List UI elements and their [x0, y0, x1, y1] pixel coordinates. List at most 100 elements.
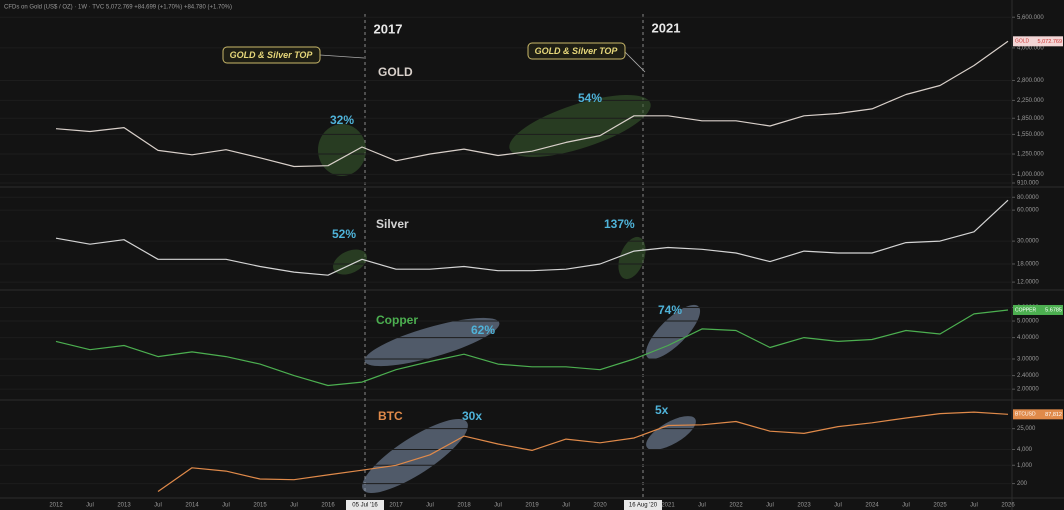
highlight-ellipse — [364, 317, 500, 367]
cursor-date: 16 Aug '20 — [629, 503, 658, 509]
highlights-grey — [362, 304, 701, 493]
x-tick-label: 2020 — [593, 503, 607, 509]
y-tick-label: 2,250.000 — [1017, 98, 1044, 104]
gain-label: 137% — [604, 217, 635, 231]
y-tick-label: 1,000 — [1017, 463, 1033, 469]
price-line — [55, 309, 1009, 387]
pane-title: Copper — [376, 313, 418, 327]
x-tick-label: 2021 — [661, 503, 675, 509]
y-tick-label: 1,850.000 — [1017, 116, 1044, 122]
gain-label: 30x — [462, 409, 482, 423]
y-tick-label: 4.00000 — [1017, 335, 1039, 341]
x-tick-label: Jul — [902, 503, 910, 509]
price-badge — [1013, 304, 1063, 315]
x-tick-label: 2017 — [389, 503, 403, 509]
x-tick-label: 2019 — [525, 503, 539, 509]
price-badge — [1013, 409, 1063, 420]
gain-label: 54% — [578, 91, 602, 105]
gain-label: 32% — [330, 113, 354, 127]
highlight-ellipse — [645, 304, 701, 360]
header: CFDs on Gold (US$ / OZ) · 1W · TVC 5,072… — [4, 5, 232, 11]
y-tick-label: 3.00000 — [1017, 357, 1039, 363]
x-tick-label: 2013 — [117, 503, 131, 509]
y-tick-label: 200 — [1017, 481, 1028, 487]
x-tick-label: 2018 — [457, 503, 471, 509]
x-tick-label: 2015 — [253, 503, 267, 509]
plot-area: 910.000 1,000.000 1,250.000 1,550.000 1,850.… — [0, 15, 1063, 509]
callout-box — [527, 42, 626, 60]
x-tick-label: 2016 — [321, 503, 335, 509]
price-line — [55, 199, 1009, 276]
y-tick-label: 1,250.000 — [1017, 152, 1044, 158]
year-label: 2021 — [652, 20, 681, 35]
x-tick-label: Jul — [834, 503, 842, 509]
y-tick-label: 5,600.000 — [1017, 15, 1044, 21]
y-tick-label: 5.00000 — [1017, 319, 1039, 325]
y-tick-label: 4,000.000 — [1017, 45, 1044, 51]
x-tick-label: Jul — [290, 503, 298, 509]
y-tick-label: 18.0000 — [1017, 262, 1039, 268]
y-tick-label: 910.000 — [1017, 181, 1039, 187]
y-tick-label: 12.0000 — [1017, 280, 1039, 286]
y-tick-label: 30.0000 — [1017, 239, 1039, 245]
callout-line — [319, 54, 365, 59]
callout-box — [222, 46, 321, 64]
y-tick-label: 25,000 — [1017, 426, 1036, 432]
highlight-ellipse — [618, 236, 646, 280]
x-tick-label: Jul — [86, 503, 94, 509]
y-tick-label: 60.0000 — [1017, 208, 1039, 214]
x-tick-label: 2014 — [185, 503, 199, 509]
gain-label: 74% — [658, 303, 682, 317]
badge-name: GOLD — [1015, 39, 1030, 45]
x-tick-label: Jul — [154, 503, 162, 509]
x-tick-label: Jul — [766, 503, 774, 509]
highlight-ellipse — [646, 416, 696, 450]
highlight-ellipse — [509, 95, 651, 157]
y-tick-label: 2.00000 — [1017, 387, 1039, 393]
price-line — [157, 411, 1009, 492]
pane-title: BTC — [378, 409, 403, 423]
y-tick-label: 80.0000 — [1017, 195, 1039, 201]
cursor-date-box — [346, 500, 384, 510]
price-line — [55, 40, 1009, 168]
price-badge — [1013, 36, 1063, 47]
x-tick-label: Jul — [494, 503, 502, 509]
x-tick-label: Jul — [970, 503, 978, 509]
x-tick-label: 2024 — [865, 503, 879, 509]
pane-title: GOLD — [378, 65, 413, 79]
x-tick-label: 2023 — [797, 503, 811, 509]
cursor-date: 05 Jul '16 — [352, 503, 378, 509]
cursor-date-box — [624, 500, 662, 510]
x-tick-label: Jul — [562, 503, 570, 509]
y-tick-label: 4,000 — [1017, 447, 1033, 453]
gain-label: 5x — [655, 403, 669, 417]
y-tick-label: 1,000.000 — [1017, 172, 1044, 178]
x-tick-label: 2025 — [933, 503, 947, 509]
badge-name: COPPER — [1015, 307, 1037, 313]
highlights — [318, 95, 651, 280]
gain-label: 52% — [332, 227, 356, 241]
y-tick-label: 2,800.000 — [1017, 78, 1044, 84]
pane-title: Silver — [376, 217, 409, 231]
x-tick-label: 2012 — [49, 503, 63, 509]
badge-value: 5,072.769 — [1038, 39, 1062, 45]
badge-value: 87,812 — [1045, 412, 1062, 418]
highlight-ellipse — [318, 124, 366, 176]
year-label: 2017 — [374, 21, 403, 36]
y-tick-label: 2.40000 — [1017, 373, 1039, 379]
badge-value: 5.6785 — [1045, 307, 1062, 313]
x-tick-label: 2022 — [729, 503, 743, 509]
y-tick-label: 1,550.000 — [1017, 132, 1044, 138]
callout-text: GOLD & Silver TOP — [535, 46, 619, 56]
x-tick-label: Jul — [222, 503, 230, 509]
callout-line — [623, 50, 646, 73]
x-tick-label: Jul — [426, 503, 434, 509]
callout-text: GOLD & Silver TOP — [230, 50, 314, 60]
badge-name: BTCUSD — [1015, 412, 1036, 418]
x-tick-label: 2026 — [1001, 503, 1015, 509]
x-tick-label: Jul — [698, 503, 706, 509]
highlight-ellipse — [362, 419, 468, 493]
